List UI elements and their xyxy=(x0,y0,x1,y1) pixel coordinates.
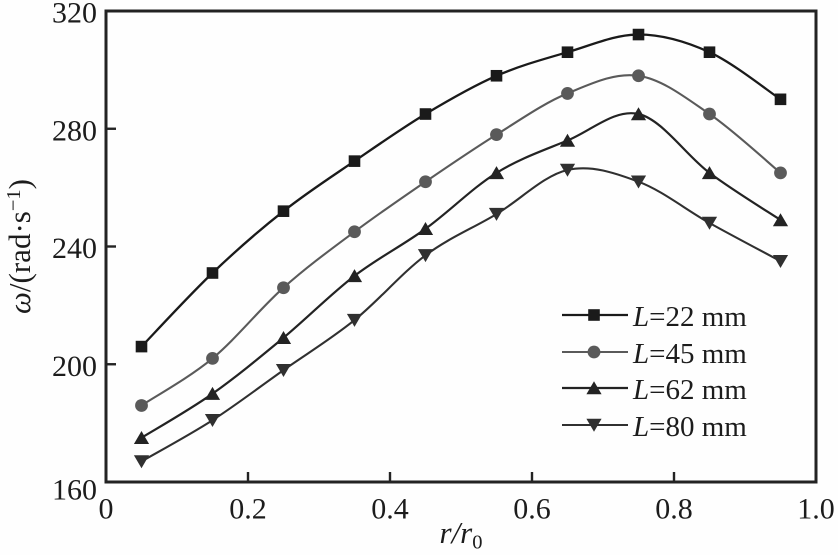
x-axis-title: r/r0 xyxy=(440,515,483,554)
y-tick-label: 240 xyxy=(52,232,97,265)
series-line xyxy=(140,33,782,348)
legend-item: L=22 mm xyxy=(562,301,747,333)
legend-label: L=22 mm xyxy=(632,301,747,333)
triangle-up-marker xyxy=(701,166,718,180)
circle-marker xyxy=(587,345,601,359)
triangle-down-marker xyxy=(772,255,789,269)
square-marker xyxy=(588,309,600,321)
legend-label: L=80 mm xyxy=(632,411,747,443)
triangle-down-marker xyxy=(559,163,576,177)
legend-label: L=62 mm xyxy=(632,374,747,406)
circle-marker xyxy=(632,69,645,83)
legend-item: L=80 mm xyxy=(562,411,747,443)
square-marker xyxy=(419,108,432,120)
triangle-up-marker xyxy=(275,330,292,344)
circle-marker xyxy=(206,351,219,365)
series-line xyxy=(140,74,782,407)
triangle-down-marker xyxy=(417,249,434,263)
legend: L=22 mm L=45 mm L=62 mm L=80 mm xyxy=(562,301,747,443)
series-l45mm xyxy=(135,69,787,412)
legend-label: L=45 mm xyxy=(632,338,747,370)
triangle-down-marker xyxy=(346,313,363,327)
y-tick-labels: 160 200 240 280 320 xyxy=(52,0,97,507)
x-tick-label: 0.8 xyxy=(655,493,693,526)
circle-marker xyxy=(348,225,361,239)
square-marker xyxy=(632,28,645,41)
triangle-up-marker xyxy=(772,213,789,227)
square-marker xyxy=(561,46,574,59)
triangle-down-marker xyxy=(488,207,505,221)
y-tick-label: 200 xyxy=(52,350,97,383)
square-marker xyxy=(277,205,290,217)
square-marker xyxy=(774,93,787,106)
legend-item: L=62 mm xyxy=(562,374,747,406)
tick-marks xyxy=(106,127,676,482)
square-marker xyxy=(490,69,503,82)
triangle-up-marker xyxy=(204,386,221,400)
x-tick-label: 0 xyxy=(99,493,114,526)
y-axis-title: ω/(rad·s−1) xyxy=(2,179,37,314)
circle-marker xyxy=(277,281,290,295)
circle-marker xyxy=(561,87,574,100)
triangle-down-marker xyxy=(275,363,292,377)
circle-marker xyxy=(774,166,787,180)
triangle-down-marker xyxy=(133,455,150,469)
square-marker xyxy=(135,340,148,353)
x-tick-label: 0.6 xyxy=(513,493,551,526)
square-marker xyxy=(348,155,361,167)
triangle-up-marker xyxy=(559,133,576,147)
triangle-up-marker xyxy=(586,381,602,395)
circle-marker xyxy=(703,107,716,121)
y-tick-label: 160 xyxy=(52,474,97,507)
square-marker xyxy=(703,46,716,59)
triangle-up-marker xyxy=(133,431,150,445)
x-tick-labels: 0 0.2 0.4 0.6 0.8 1.0 xyxy=(99,493,835,526)
series-line xyxy=(140,112,782,439)
series-line xyxy=(140,167,782,463)
circle-marker xyxy=(419,175,432,189)
x-tick-label: 1.0 xyxy=(797,493,835,526)
triangle-down-marker xyxy=(586,418,602,432)
series-l62mm xyxy=(133,107,789,445)
triangle-down-marker xyxy=(204,413,221,427)
series-l80mm xyxy=(133,163,789,469)
x-tick-label: 0.2 xyxy=(229,493,267,526)
y-tick-label: 320 xyxy=(52,0,97,30)
triangle-down-marker xyxy=(701,216,718,230)
square-marker xyxy=(206,267,219,279)
series-l22mm xyxy=(135,28,787,353)
legend-item: L=45 mm xyxy=(562,338,747,370)
triangle-up-marker xyxy=(417,222,434,236)
circle-marker xyxy=(135,399,148,412)
triangle-up-marker xyxy=(488,166,505,180)
triangle-down-marker xyxy=(630,175,647,189)
x-tick-label: 0.4 xyxy=(371,493,409,526)
triangle-up-marker xyxy=(346,269,363,283)
circle-marker xyxy=(490,128,503,142)
y-tick-label: 280 xyxy=(52,114,97,147)
triangle-up-marker xyxy=(630,107,647,121)
